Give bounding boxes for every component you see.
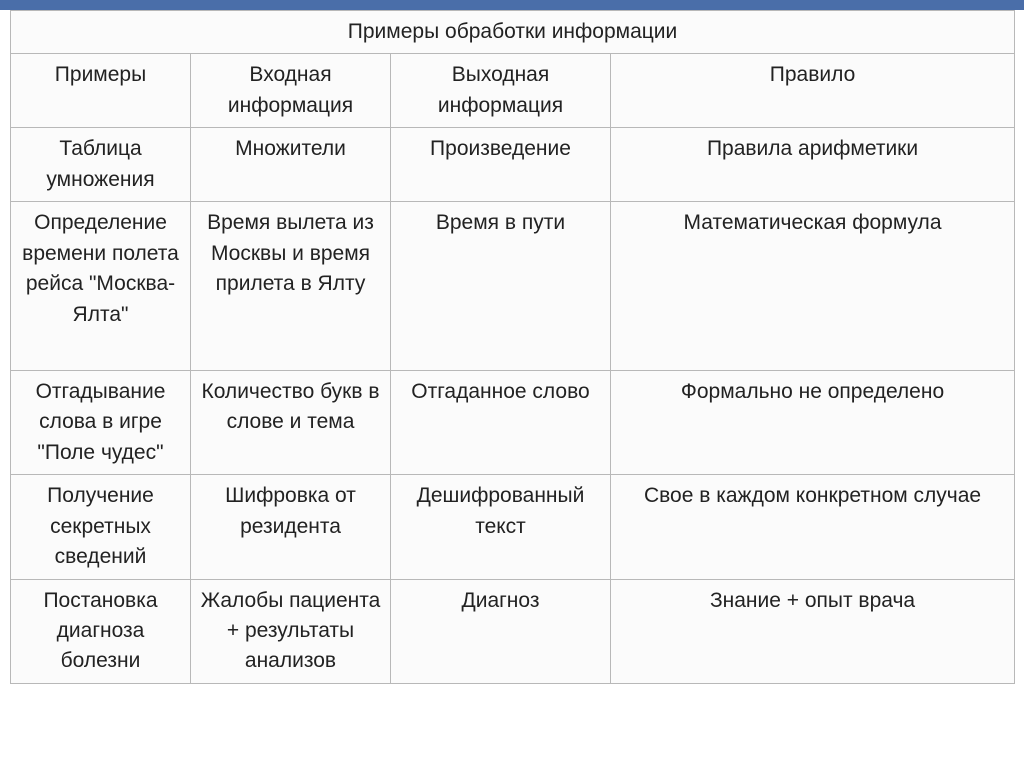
- table-title: Примеры обработки информации: [11, 11, 1015, 54]
- col-header-output: Выходная информация: [391, 54, 611, 128]
- table-row: Определение времени полета рейса "Москва…: [11, 202, 1015, 371]
- info-processing-table: Примеры обработки информации Примеры Вхо…: [10, 10, 1015, 684]
- cell-output: Диагноз: [391, 579, 611, 683]
- cell-input: Время вылета из Москвы и время прилета в…: [191, 202, 391, 371]
- cell-input: Шифровка от резидента: [191, 475, 391, 579]
- cell-output: Отгаданное слово: [391, 370, 611, 474]
- header-bar: [0, 0, 1024, 10]
- cell-output: Время в пути: [391, 202, 611, 371]
- cell-rule: Свое в каждом конкретном случае: [611, 475, 1015, 579]
- cell-rule: Знание + опыт врача: [611, 579, 1015, 683]
- cell-output: Произведение: [391, 128, 611, 202]
- cell-example: Получение секретных сведений: [11, 475, 191, 579]
- col-header-examples: Примеры: [11, 54, 191, 128]
- table-row: Отгадывание слова в игре "Поле чудес" Ко…: [11, 370, 1015, 474]
- cell-rule: Математическая формула: [611, 202, 1015, 371]
- table-row: Постановка диагноза болезни Жалобы пацие…: [11, 579, 1015, 683]
- cell-input: Жалобы пациента + результаты анализов: [191, 579, 391, 683]
- cell-input: Множители: [191, 128, 391, 202]
- table-header-row: Примеры Входная информация Выходная инфо…: [11, 54, 1015, 128]
- cell-example: Определение времени полета рейса "Москва…: [11, 202, 191, 371]
- cell-rule: Правила арифметики: [611, 128, 1015, 202]
- table-row: Таблица умножения Множители Произведение…: [11, 128, 1015, 202]
- col-header-input: Входная информация: [191, 54, 391, 128]
- cell-example: Постановка диагноза болезни: [11, 579, 191, 683]
- cell-output: Дешифрованный текст: [391, 475, 611, 579]
- col-header-rule: Правило: [611, 54, 1015, 128]
- cell-rule: Формально не определено: [611, 370, 1015, 474]
- table-title-row: Примеры обработки информации: [11, 11, 1015, 54]
- page: Примеры обработки информации Примеры Вхо…: [0, 0, 1024, 767]
- cell-input: Количество букв в слове и тема: [191, 370, 391, 474]
- cell-example: Таблица умножения: [11, 128, 191, 202]
- table-row: Получение секретных сведений Шифровка от…: [11, 475, 1015, 579]
- cell-example: Отгадывание слова в игре "Поле чудес": [11, 370, 191, 474]
